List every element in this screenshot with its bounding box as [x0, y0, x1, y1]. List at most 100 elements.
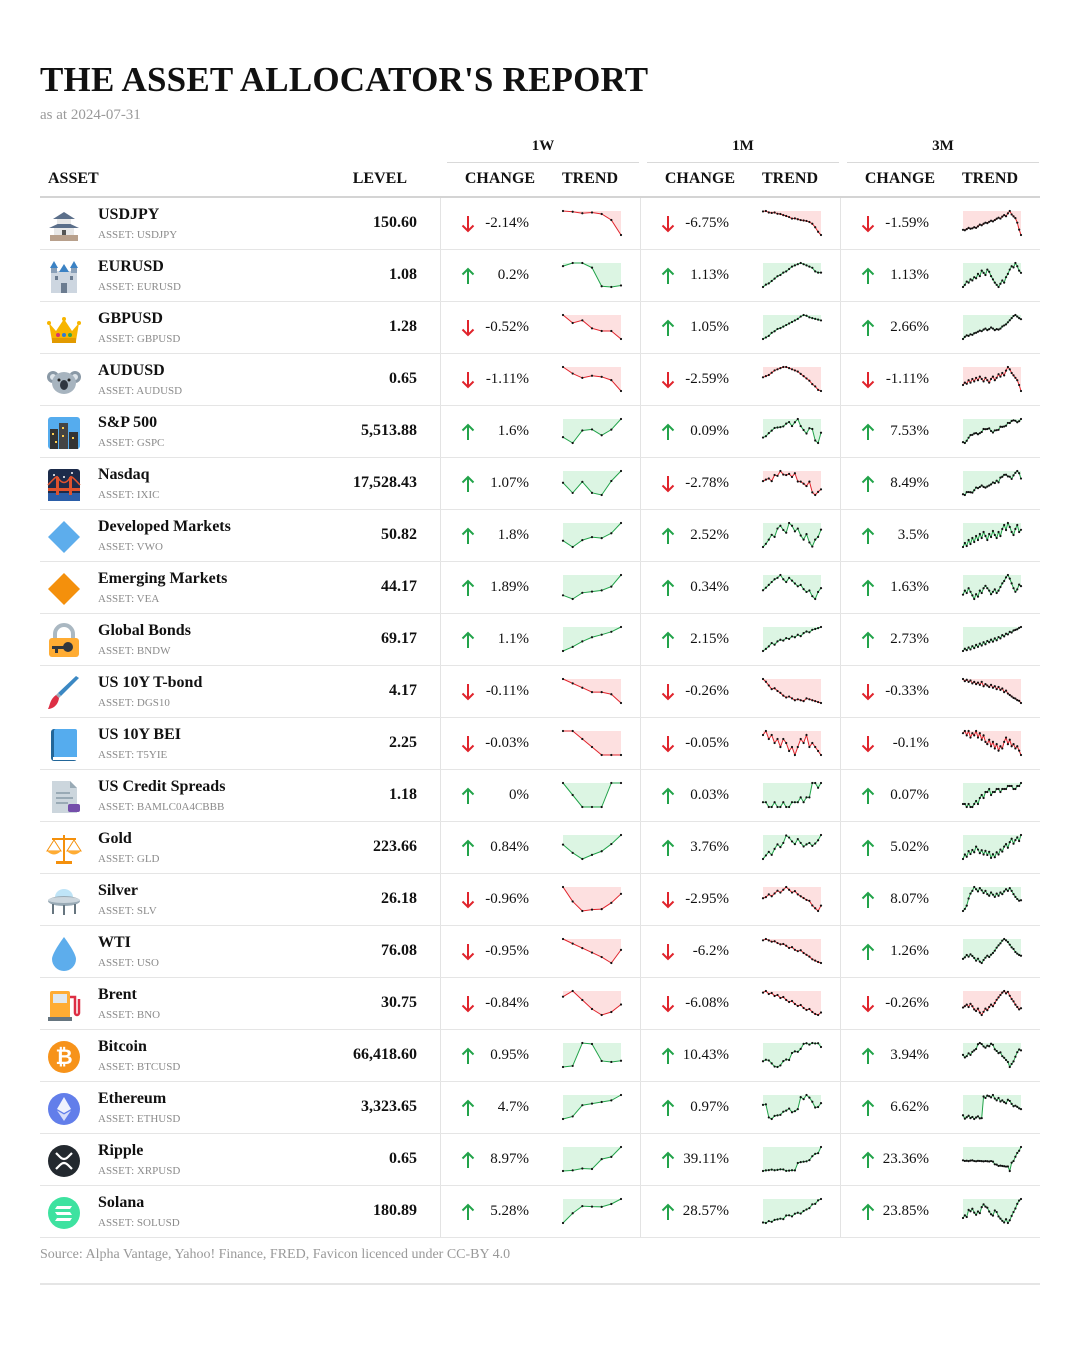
trend-1m-sparkline-point: [808, 480, 811, 483]
trend-3m-sparkline-point: [975, 959, 978, 962]
trend-1w-sparkline-point: [610, 329, 613, 333]
trend-1m-sparkline-point: [802, 313, 805, 317]
trend-3m-sparkline-point: [984, 889, 987, 892]
trend-3m-sparkline-point: [975, 888, 978, 891]
trend-1m-sparkline-point: [819, 488, 823, 491]
trend-1w-sparkline-point: [561, 265, 565, 268]
trend-3m-sparkline: [961, 573, 1023, 601]
trend-1w-sparkline-point: [610, 218, 613, 222]
trend-3m-sparkline-point: [1018, 583, 1021, 586]
trend-3m-sparkline-point: [969, 1002, 972, 1005]
trend-1m-sparkline: [761, 781, 823, 809]
trend-3m-sparkline-point: [988, 532, 991, 536]
trend-3m-sparkline-point: [982, 796, 985, 800]
asset-name: Gold: [98, 830, 132, 847]
change-3m: 6.62%: [845, 1098, 955, 1120]
trend-3m-sparkline-point: [963, 381, 966, 384]
trend-3m-sparkline-point: [1019, 954, 1023, 957]
change-3m: 8.49%: [845, 474, 955, 496]
trend-1m: [760, 624, 824, 654]
trend-1w-sparkline-area: [563, 991, 621, 1015]
flying-saucer-icon: [46, 883, 82, 919]
trend-1w-sparkline-point: [600, 850, 603, 853]
trend-3m-sparkline-point: [982, 587, 985, 590]
trend-1w-sparkline-point: [610, 285, 613, 289]
trend-3m-sparkline-point: [995, 283, 998, 286]
trend-1m-sparkline-point: [767, 373, 770, 377]
table-row: Ripple ASSET: XRPUSD 0.65 8.97% 39.11% 23.36%: [40, 1134, 1040, 1186]
trend-3m-sparkline-point: [1008, 1065, 1011, 1069]
asset-level: 2.25: [389, 734, 417, 751]
change-3m: -1.59%: [845, 214, 955, 236]
trend-3m-sparkline-point: [973, 1211, 976, 1214]
change-value-1m: 0.09%: [690, 423, 729, 439]
trend-3m-sparkline-point: [1012, 474, 1015, 477]
trend-3m-sparkline-point: [1019, 233, 1023, 237]
trend-3m-sparkline-point: [976, 890, 980, 893]
trend-3m-sparkline-point: [980, 591, 983, 595]
trend-3m-sparkline-point: [982, 485, 985, 488]
trend-1w-sparkline-point: [619, 701, 623, 705]
trend-3m-sparkline-point: [984, 849, 987, 852]
arrow-up-icon: [661, 1046, 675, 1066]
trend-1w-sparkline-point: [619, 948, 623, 951]
trend-3m-sparkline-point: [1008, 841, 1011, 844]
trend-3m-sparkline-point: [1001, 939, 1004, 942]
trend-3m-sparkline-point: [991, 686, 995, 689]
trend-3m-sparkline-point: [999, 327, 1002, 330]
change-value-1m: 0.03%: [690, 787, 729, 803]
trend-3m-sparkline-point: [1014, 628, 1017, 631]
trend-1m-sparkline-point: [770, 1062, 773, 1065]
trend-1w-sparkline: [561, 365, 623, 393]
asset-ticker: ASSET: SLV: [98, 905, 157, 917]
trend-3m-sparkline: [961, 677, 1023, 705]
trend-3m-sparkline-point: [984, 428, 987, 431]
trend-3m-sparkline-point: [965, 1116, 968, 1119]
trend-1w-sparkline-point: [600, 1205, 603, 1208]
trend-1m-sparkline-point: [767, 1116, 770, 1119]
trend-1m-sparkline-point: [808, 899, 811, 902]
trend-3m-sparkline-point: [1016, 784, 1019, 788]
trend-1w-sparkline-point: [619, 469, 623, 473]
trend-1m-sparkline-point: [776, 426, 779, 429]
trend-3m-sparkline-point: [1014, 1155, 1017, 1158]
trend-1w-sparkline: [561, 1197, 623, 1225]
trend-1m-sparkline-point: [761, 285, 765, 289]
trend-3m-sparkline-point: [961, 677, 965, 681]
trend-3m-sparkline-point: [961, 649, 965, 653]
trend-3m-sparkline-point: [975, 682, 978, 686]
trend-3m-sparkline-point: [963, 907, 966, 911]
trend-1w-sparkline: [561, 313, 623, 341]
trend-3m-sparkline-point: [978, 1117, 981, 1120]
arrow-up-icon: [861, 266, 875, 286]
trend-1m-sparkline-point: [790, 697, 794, 700]
trend-1w-sparkline-point: [590, 745, 594, 749]
trend-1m-sparkline-point: [793, 421, 796, 424]
trend-3m-sparkline-point: [971, 954, 974, 958]
trend-1m-sparkline-point: [785, 422, 788, 425]
trend-3m-sparkline-point: [1016, 421, 1019, 424]
trend-3m-sparkline-point: [963, 647, 966, 650]
trend-3m-sparkline-point: [965, 591, 968, 595]
trend-3m-sparkline-point: [982, 1160, 985, 1163]
trend-3m-sparkline-area: [963, 783, 1021, 807]
row-divider: [40, 977, 1040, 978]
trend-1w-sparkline-point: [571, 1064, 574, 1068]
trend-1m-sparkline-point: [776, 212, 779, 215]
trend-3m-sparkline-point: [1008, 209, 1011, 213]
trend-1m-sparkline-point: [773, 277, 776, 280]
column-header-trend-1m: TREND: [761, 170, 818, 187]
trend-3m-sparkline-point: [1004, 473, 1008, 476]
trend-1w-sparkline-point: [590, 211, 594, 214]
trend-1m-sparkline-point: [788, 749, 791, 753]
trend-1m-sparkline-point: [796, 801, 799, 804]
trend-3m-sparkline-point: [982, 734, 985, 737]
trend-1m-sparkline-point: [814, 907, 817, 910]
change-1m: -2.95%: [645, 890, 755, 912]
trend-3m-sparkline-point: [971, 377, 974, 381]
trend-1m-sparkline: [761, 937, 823, 965]
change-1w: 1.07%: [445, 474, 555, 496]
change-1m: 0.09%: [645, 422, 755, 444]
trend-1m-sparkline-point: [811, 383, 814, 386]
trend-3m-sparkline-point: [980, 1160, 983, 1163]
